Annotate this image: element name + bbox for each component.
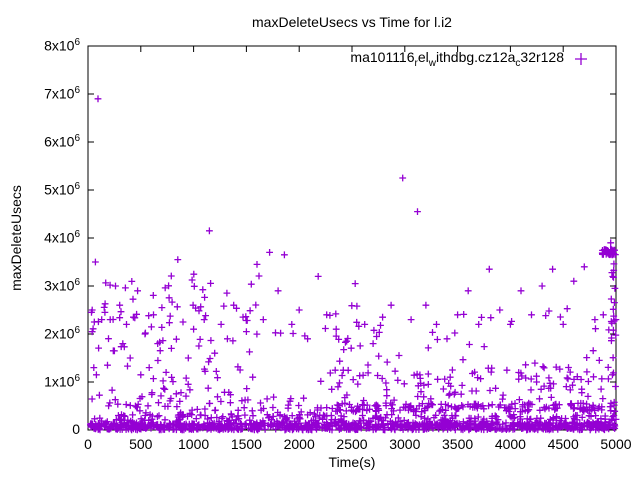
x-axis-label: Time(s) [328, 454, 376, 470]
legend: ma101116relwithdbg.cz12ac32r128 [350, 49, 588, 69]
x-tick-label: 4500 [547, 436, 579, 452]
y-tick-label: 1x106 [44, 373, 80, 390]
x-tick-label: 4000 [494, 436, 526, 452]
x-tick-label: 0 [84, 436, 92, 452]
x-tick-label: 2000 [283, 436, 315, 452]
y-tick-label: 5x106 [44, 181, 80, 198]
x-tick-label: 3000 [389, 436, 421, 452]
x-tick-label: 1000 [178, 436, 210, 452]
y-tick-label: 3x106 [44, 277, 80, 294]
chart-title: maxDeleteUsecs vs Time for l.i2 [252, 14, 452, 30]
y-tick-label: 7x106 [44, 85, 80, 102]
x-tick-label: 500 [129, 436, 153, 452]
x-tick-label: 1500 [230, 436, 262, 452]
y-tick-label: 8x106 [44, 37, 80, 54]
legend-label: ma101116relwithdbg.cz12ac32r128 [350, 49, 564, 69]
scatter-points [87, 95, 620, 434]
y-tick-label: 2x106 [44, 325, 80, 342]
y-tick-label: 0 [72, 421, 80, 437]
x-tick-label: 5000 [600, 436, 632, 452]
legend-plus-marker-icon [575, 52, 587, 65]
x-tick-label: 3500 [442, 436, 474, 452]
y-tick-label: 4x106 [44, 229, 80, 246]
y-tick-label: 6x106 [44, 133, 80, 150]
x-tick-label: 2500 [336, 436, 368, 452]
